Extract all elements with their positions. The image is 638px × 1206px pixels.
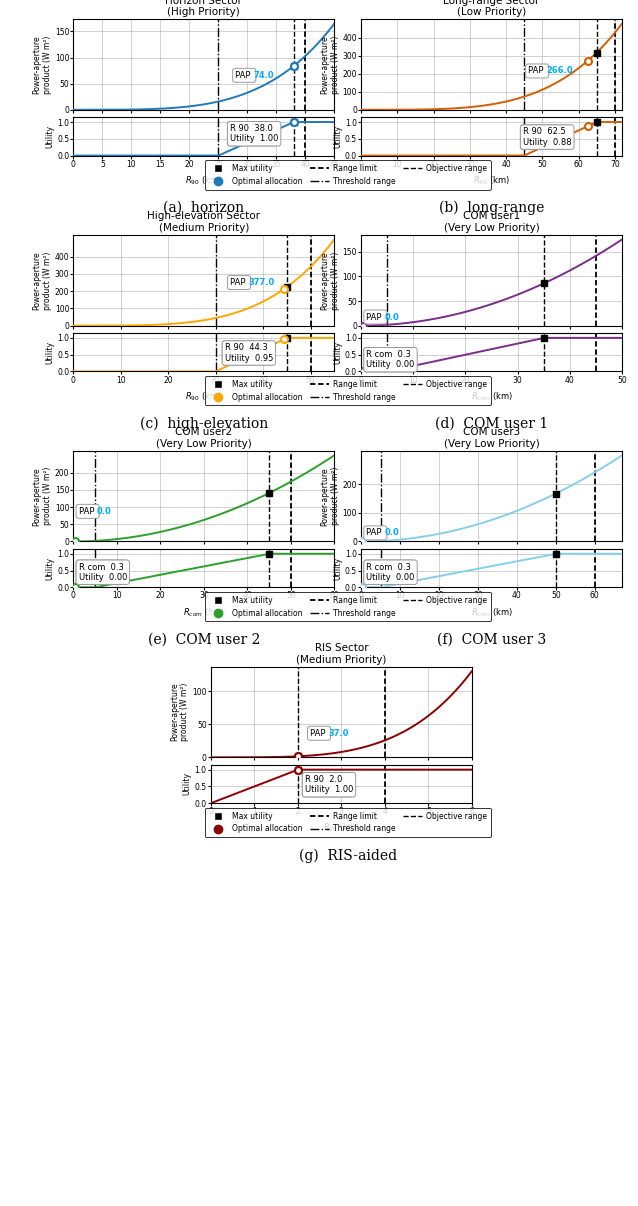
Title: High-elevation Sector
(Medium Priority): High-elevation Sector (Medium Priority) (147, 211, 260, 233)
Text: PAP: PAP (366, 528, 385, 538)
Text: R  38.0
Utility 1.00: R 38.0 Utility 1.00 (230, 124, 276, 144)
Y-axis label: Utility: Utility (333, 340, 342, 364)
Text: PAP: PAP (78, 507, 97, 516)
Y-axis label: Power-aperture
product (W m²): Power-aperture product (W m²) (320, 467, 339, 526)
Text: 377.0: 377.0 (248, 279, 274, 287)
Y-axis label: Power-aperture
product (W m²): Power-aperture product (W m²) (320, 251, 339, 310)
Title: COM user2
(Very Low Priority): COM user2 (Very Low Priority) (156, 427, 252, 449)
Legend: Max utility, Optimal allocation, Range limit, Threshold range, Objective range: Max utility, Optimal allocation, Range l… (205, 160, 491, 189)
Text: R 90  44.3
Utility  0.95: R 90 44.3 Utility 0.95 (225, 344, 273, 363)
Text: 266.0: 266.0 (546, 66, 573, 76)
Text: R  0.3
Utility 0.00: R 0.3 Utility 0.00 (78, 562, 124, 582)
Text: R  62.5
Utility 0.88: R 62.5 Utility 0.88 (523, 128, 569, 147)
X-axis label: $R_{com}$ (km): $R_{com}$ (km) (183, 607, 225, 619)
Text: PAP: PAP (310, 728, 328, 738)
Y-axis label: Utility: Utility (333, 124, 342, 148)
Text: R  44.3
Utility 0.95: R 44.3 Utility 0.95 (225, 344, 271, 363)
Text: 0.0: 0.0 (97, 507, 112, 516)
Title: Long-range Sector
(Low Priority): Long-range Sector (Low Priority) (443, 0, 540, 17)
X-axis label: $R_{90}$ (km): $R_{90}$ (km) (185, 391, 223, 403)
Legend: Max utility, Optimal allocation, Range limit, Threshold range, Objective range: Max utility, Optimal allocation, Range l… (205, 808, 491, 837)
Title: Horizon Sector
(High Priority): Horizon Sector (High Priority) (165, 0, 242, 17)
Y-axis label: Power-aperture
product (W m²): Power-aperture product (W m²) (33, 467, 52, 526)
Text: R 90  38.0
Utility  1.00: R 90 38.0 Utility 1.00 (230, 124, 278, 144)
Y-axis label: Power-aperture
product (W m²): Power-aperture product (W m²) (33, 251, 52, 310)
X-axis label: $R_{90}$ (km): $R_{90}$ (km) (473, 175, 510, 187)
Y-axis label: Power-aperture
product (W m²): Power-aperture product (W m²) (170, 683, 189, 742)
Y-axis label: Utility: Utility (333, 556, 342, 580)
Text: (g)  RIS-aided: (g) RIS-aided (299, 849, 397, 862)
X-axis label: $R_{90}$ (km): $R_{90}$ (km) (185, 175, 223, 187)
Text: (f)  COM user 3: (f) COM user 3 (437, 633, 546, 646)
Title: RIS Sector
(Medium Priority): RIS Sector (Medium Priority) (296, 643, 387, 665)
Text: PAP: PAP (235, 71, 253, 80)
Title: COM user3
(Very Low Priority): COM user3 (Very Low Priority) (443, 427, 540, 449)
Text: R 90  62.5
Utility  0.88: R 90 62.5 Utility 0.88 (523, 128, 572, 147)
Text: 74.0: 74.0 (253, 71, 274, 80)
Text: PAP: PAP (366, 312, 385, 322)
Y-axis label: Utility: Utility (45, 556, 54, 580)
Legend: Max utility, Optimal allocation, Range limit, Threshold range, Objective range: Max utility, Optimal allocation, Range l… (205, 376, 491, 405)
Text: (e)  COM user 2: (e) COM user 2 (147, 633, 260, 646)
X-axis label: $R_{com}$ (km): $R_{com}$ (km) (471, 607, 512, 619)
Text: (d)  COM user 1: (d) COM user 1 (435, 417, 548, 431)
Text: R com  0.3
Utility  0.00: R com 0.3 Utility 0.00 (366, 350, 415, 369)
Legend: Max utility, Optimal allocation, Range limit, Threshold range, Objective range: Max utility, Optimal allocation, Range l… (205, 592, 491, 621)
Y-axis label: Utility: Utility (45, 124, 54, 148)
Y-axis label: Power-aperture
product (W m²): Power-aperture product (W m²) (320, 35, 339, 94)
Text: R com  0.3
Utility  0.00: R com 0.3 Utility 0.00 (366, 562, 415, 582)
Text: R  0.3
Utility 0.00: R 0.3 Utility 0.00 (366, 350, 412, 369)
Y-axis label: Utility: Utility (183, 772, 192, 796)
Text: 0.0: 0.0 (385, 528, 399, 538)
Y-axis label: Utility: Utility (45, 340, 54, 364)
Text: 0.0: 0.0 (385, 312, 399, 322)
Text: PAP: PAP (528, 66, 546, 76)
X-axis label: $R_{com}$ (km): $R_{com}$ (km) (471, 391, 512, 403)
Text: (c)  high-elevation: (c) high-elevation (140, 417, 268, 431)
Title: COM user1
(Very Low Priority): COM user1 (Very Low Priority) (443, 211, 540, 233)
Text: PAP: PAP (230, 279, 248, 287)
Text: (b)  long-range: (b) long-range (439, 201, 544, 215)
Text: 37.0: 37.0 (329, 728, 349, 738)
Y-axis label: Power-aperture
product (W m²): Power-aperture product (W m²) (33, 35, 52, 94)
Text: R  2.0
Utility 1.00: R 2.0 Utility 1.00 (305, 775, 350, 795)
Text: R 90  2.0
Utility  1.00: R 90 2.0 Utility 1.00 (305, 775, 353, 795)
Text: (a)  horizon: (a) horizon (163, 201, 244, 215)
Text: R com  0.3
Utility  0.00: R com 0.3 Utility 0.00 (78, 562, 127, 582)
Text: R  0.3
Utility 0.00: R 0.3 Utility 0.00 (366, 562, 412, 582)
X-axis label: $R_{90}$ (km): $R_{90}$ (km) (323, 822, 360, 835)
